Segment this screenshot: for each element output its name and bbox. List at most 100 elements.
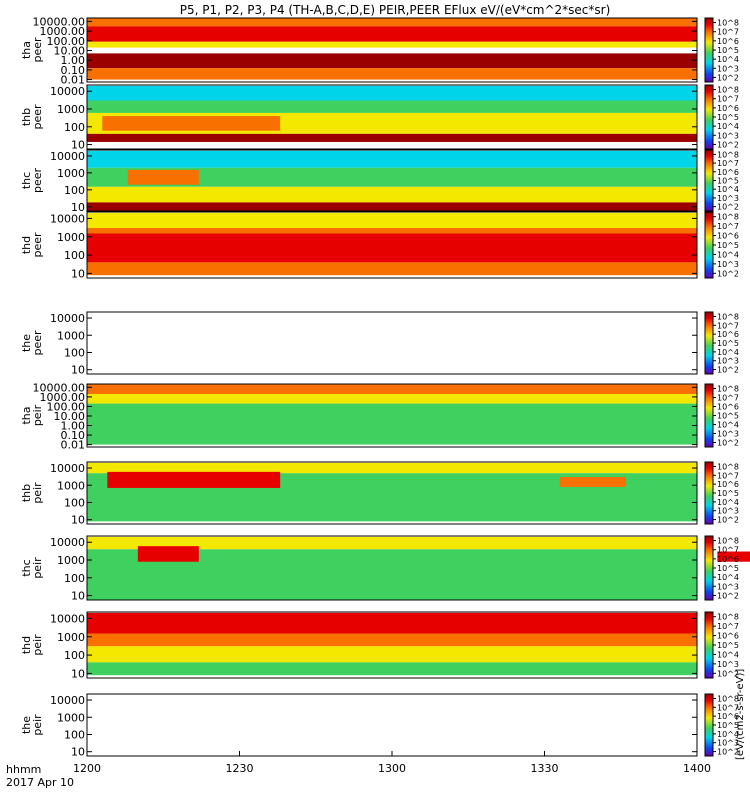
y-tick-label: 10 xyxy=(71,364,85,377)
colorbar-tick-label: 10^5 xyxy=(717,113,739,122)
y-tick-label: 10000 xyxy=(50,694,85,707)
colorbar-tick-label: 10^7 xyxy=(717,222,739,231)
panel-ylabel: peir xyxy=(31,404,44,426)
panel-1: 10000100010010thbpeer10^210^310^410^510^… xyxy=(20,84,739,152)
colorbar-tick-label: 10^3 xyxy=(717,194,739,203)
colorbar-tick-label: 10^5 xyxy=(717,721,739,730)
y-tick-label: 10 xyxy=(71,201,85,214)
y-tick-label: 10.00 xyxy=(54,410,86,423)
colorbar-tick-label: 10^4 xyxy=(717,730,739,739)
colorbar-tick-label: 10^6 xyxy=(717,168,739,177)
y-tick-label: 0.01 xyxy=(61,74,86,87)
time-axis-label-line2: 2017 Apr 10 xyxy=(6,776,74,789)
y-tick-label: 1000 xyxy=(57,329,85,342)
colorbar-tick-label: 10^2 xyxy=(717,73,739,82)
colorbar-tick-label: 10^4 xyxy=(717,498,739,507)
colorbar-tick-label: 10^5 xyxy=(717,489,739,498)
colorbar xyxy=(704,611,714,679)
y-tick-label: 100 xyxy=(64,184,85,197)
band-1-1 xyxy=(87,100,697,113)
colorbar-tick-label: 10^3 xyxy=(717,260,739,269)
colorbar-tick-label: 10^2 xyxy=(717,516,739,525)
x-tick-label: 1400 xyxy=(683,762,711,775)
colorbar-tick-label: 10^7 xyxy=(717,28,739,37)
colorbar-tick-label: 10^4 xyxy=(717,122,739,131)
band-7-3 xyxy=(717,551,750,562)
colorbar xyxy=(704,311,714,375)
colorbar-tick-label: 10^2 xyxy=(717,748,739,757)
panel-frame xyxy=(86,461,698,525)
panel-frame xyxy=(86,84,698,150)
colorbar-tick-label: 10^2 xyxy=(717,669,739,678)
y-tick-label: 1000 xyxy=(57,554,85,567)
colorbar-tick-label: 10^4 xyxy=(717,250,739,259)
band-0-4 xyxy=(87,68,697,80)
y-tick-label: 10000 xyxy=(50,150,85,163)
y-tick-label: 0.01 xyxy=(61,439,86,452)
colorbar-tick-label: 10^6 xyxy=(717,632,739,641)
band-3-1 xyxy=(87,228,697,234)
x-tick-label: 1300 xyxy=(378,762,406,775)
panel-ylabel: peir xyxy=(31,634,44,656)
band-2-1 xyxy=(87,167,697,187)
band-0-3 xyxy=(87,53,697,69)
colorbar-tick-label: 10^3 xyxy=(717,430,739,439)
y-tick-label: 10000 xyxy=(50,85,85,98)
y-tick-label: 10000.00 xyxy=(33,381,86,394)
colorbar xyxy=(704,693,714,757)
colorbar-tick-label: 10^7 xyxy=(717,546,739,555)
band-6-3 xyxy=(559,477,626,487)
colorbar-tick-label: 10^7 xyxy=(717,321,739,330)
colorbar-tick-label: 10^4 xyxy=(717,573,739,582)
colorbar xyxy=(704,84,714,150)
panel-8: 10000100010010thdpeir10^210^310^410^510^… xyxy=(20,611,739,680)
band-5-0 xyxy=(87,384,697,395)
panel-frame xyxy=(86,535,698,601)
panel-frame xyxy=(86,149,698,212)
panel-ylabel: peir xyxy=(31,714,44,736)
y-tick-label: 1000 xyxy=(57,231,85,244)
colorbar-tick-label: 10^5 xyxy=(717,564,739,573)
x-tick-label: 1230 xyxy=(226,762,254,775)
panel-ylabel: thc xyxy=(20,172,33,189)
panel-ylabel: thd xyxy=(20,636,33,654)
panel-ylabel: the xyxy=(20,716,33,734)
colorbar-tick-label: 10^5 xyxy=(717,412,739,421)
y-tick-label: 100 xyxy=(64,121,85,134)
colorbar-tick-label: 10^8 xyxy=(717,86,739,95)
y-tick-label: 10 xyxy=(71,267,85,280)
panel-ylabel: thb xyxy=(20,484,33,502)
colorbar-tick-label: 10^3 xyxy=(717,507,739,516)
colorbar-tick-label: 10^6 xyxy=(717,480,739,489)
band-6-0 xyxy=(87,462,697,474)
y-tick-label: 10000.00 xyxy=(33,15,86,28)
colorbar-tick-label: 10^6 xyxy=(717,712,739,721)
panel-4: 10000100010010thepeer10^210^310^410^510^… xyxy=(20,311,739,377)
colorbar-tick-label: 10^5 xyxy=(717,177,739,186)
colorbar-tick-label: 10^3 xyxy=(717,660,739,669)
panel-background xyxy=(87,312,697,374)
colorbar-label: [eV/(cm2-s-sr-eV)] xyxy=(735,669,746,760)
band-2-0 xyxy=(87,150,697,168)
panel-7: 10000100010010thcpeir10^210^310^410^510^… xyxy=(20,535,750,603)
band-1-0 xyxy=(87,85,697,101)
colorbar xyxy=(704,383,714,448)
y-tick-label: 10 xyxy=(71,667,85,680)
y-tick-label: 1000 xyxy=(57,167,85,180)
band-8-2 xyxy=(87,646,697,663)
colorbar-tick-label: 10^8 xyxy=(717,613,739,622)
y-tick-label: 10000 xyxy=(50,536,85,549)
colorbar-tick-label: 10^3 xyxy=(717,357,739,366)
x-tick-label: 1200 xyxy=(73,762,101,775)
band-6-2 xyxy=(107,471,281,488)
band-8-3 xyxy=(87,662,697,676)
colorbar-tick-label: 10^8 xyxy=(717,312,739,321)
colorbar-tick-label: 10^5 xyxy=(717,339,739,348)
colorbar-tick-label: 10^2 xyxy=(717,439,739,448)
band-1-3 xyxy=(102,116,281,131)
colorbar xyxy=(704,211,714,279)
band-2-4 xyxy=(87,202,697,211)
y-tick-label: 0.10 xyxy=(61,429,86,442)
figure-title: P5, P1, P2, P3, P4 (TH-A,B,C,D,E) PEIR,P… xyxy=(180,3,611,17)
y-tick-label: 100 xyxy=(64,249,85,262)
